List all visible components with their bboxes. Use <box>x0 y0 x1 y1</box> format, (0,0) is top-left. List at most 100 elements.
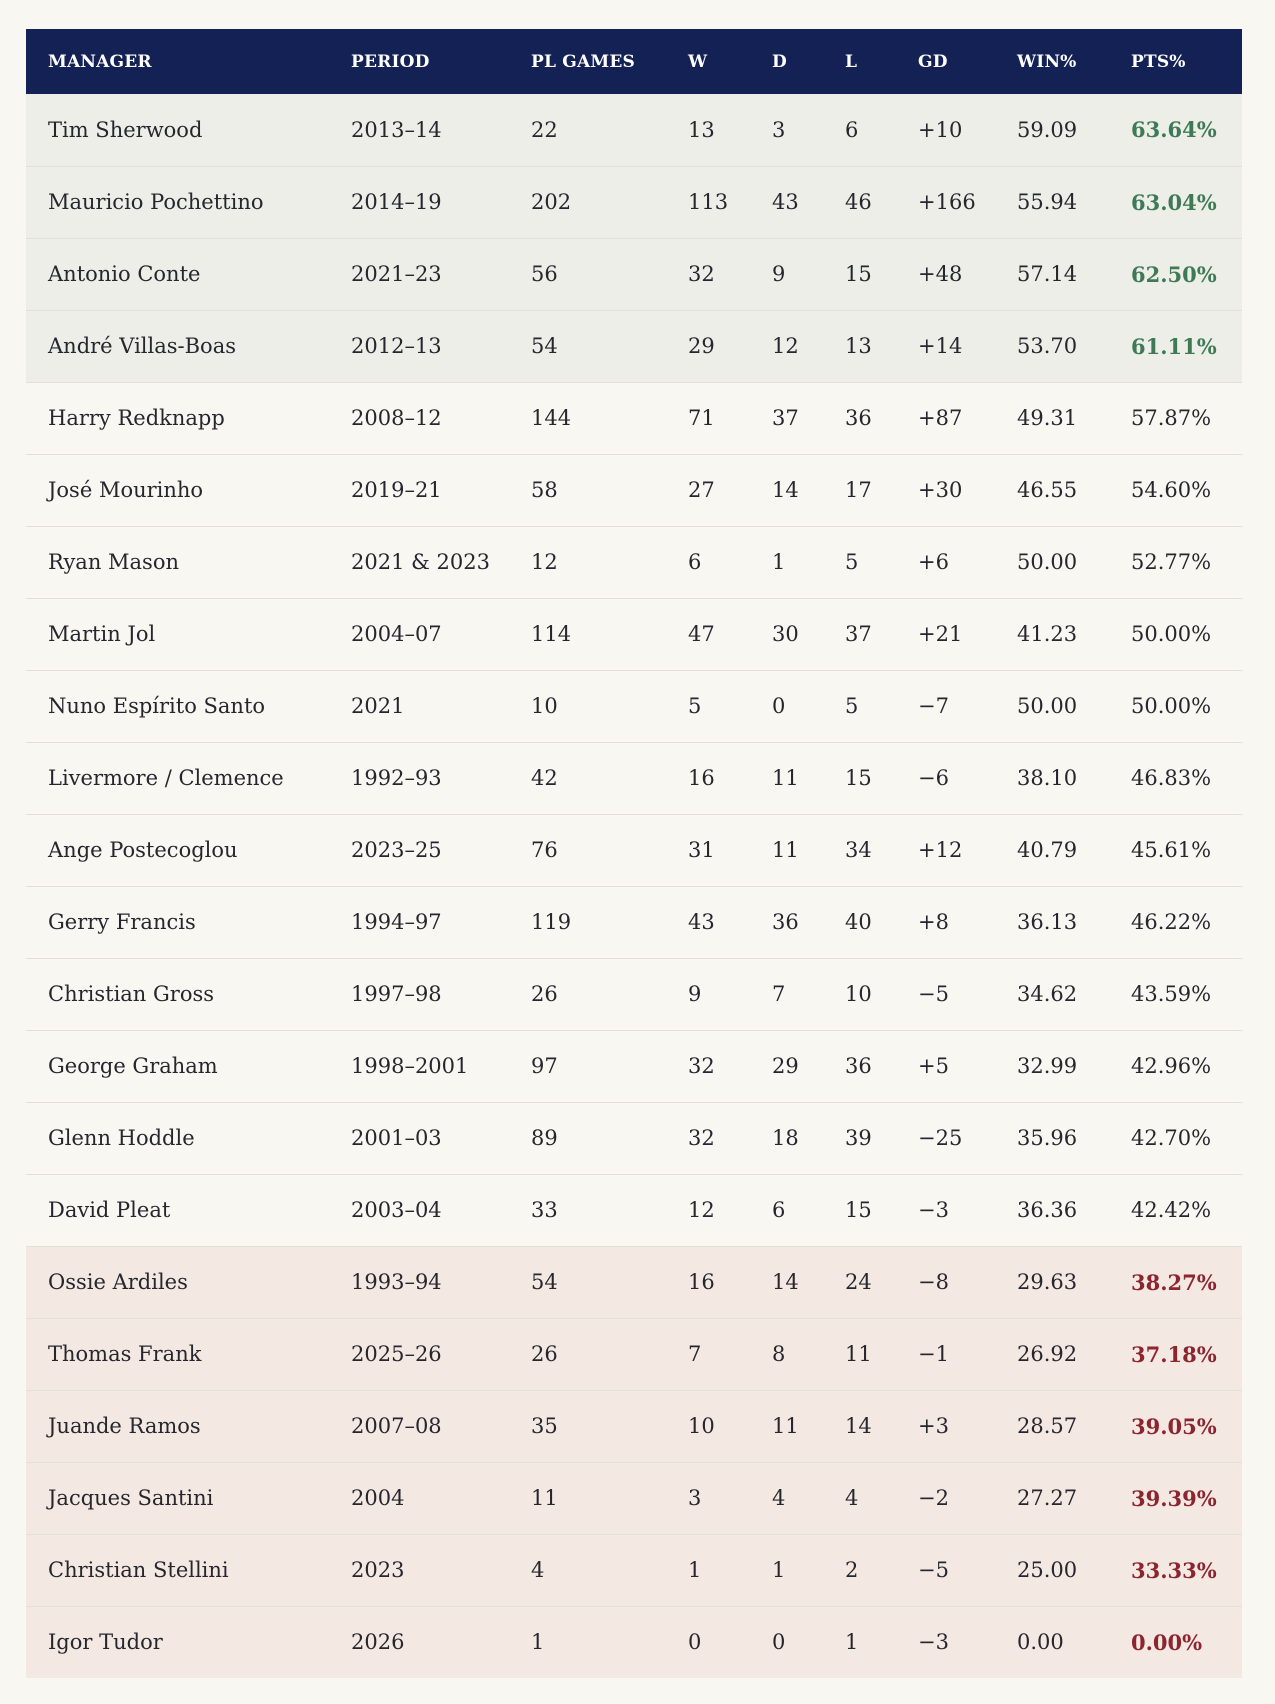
table-row: Ange Postecoglou 2023–25 76 31 11 34 +12 40.79 4… <box>26 814 1242 886</box>
cell-wins: 9 <box>688 982 702 1006</box>
cell-period: 2007–08 <box>351 1414 442 1438</box>
cell-period: 2003–04 <box>351 1198 442 1222</box>
cell-win-percent: 57.14 <box>1017 262 1078 286</box>
cell-losses: 15 <box>845 262 872 286</box>
table-row: Mauricio Pochettino 2014–19 202 113 43 46 +166… <box>26 166 1242 238</box>
cell-goal-difference: +48 <box>918 262 963 286</box>
header-draws: D <box>772 51 787 72</box>
cell-goal-difference: −8 <box>918 1270 949 1294</box>
cell-manager: Glenn Hoddle <box>48 1126 195 1150</box>
cell-pl-games: 33 <box>531 1198 558 1222</box>
cell-losses: 10 <box>845 982 872 1006</box>
cell-points-percent: 50.00% <box>1131 694 1212 718</box>
cell-losses: 15 <box>845 1198 872 1222</box>
cell-pl-games: 42 <box>531 766 558 790</box>
cell-goal-difference: −25 <box>918 1126 963 1150</box>
cell-manager: Harry Redknapp <box>48 406 225 430</box>
cell-wins: 1 <box>688 1558 702 1582</box>
cell-goal-difference: +21 <box>918 622 963 646</box>
cell-period: 2019–21 <box>351 478 442 502</box>
cell-period: 2013–14 <box>351 117 442 142</box>
cell-points-percent: 46.22% <box>1131 910 1212 934</box>
table-header: MANAGER PERIOD PL GAMES W D L GD WIN% PT… <box>26 29 1242 94</box>
cell-wins: 16 <box>688 1270 715 1294</box>
table-row: Christian Stellini 2023 4 1 1 2 −5 25.00 33.33% <box>26 1534 1242 1606</box>
cell-losses: 13 <box>845 334 872 358</box>
cell-pl-games: 35 <box>531 1414 558 1438</box>
cell-losses: 2 <box>845 1558 859 1582</box>
cell-period: 2023–25 <box>351 838 442 862</box>
cell-pl-games: 12 <box>531 550 558 574</box>
cell-manager: Tim Sherwood <box>48 117 203 142</box>
cell-win-percent: 27.27 <box>1017 1486 1078 1510</box>
cell-win-percent: 32.99 <box>1017 1054 1078 1078</box>
cell-losses: 34 <box>845 838 872 862</box>
cell-pl-games: 1 <box>531 1630 545 1655</box>
cell-losses: 39 <box>845 1126 872 1150</box>
cell-points-percent: 46.83% <box>1131 766 1212 790</box>
header-wins: W <box>688 51 708 72</box>
cell-goal-difference: +166 <box>918 190 976 214</box>
cell-losses: 5 <box>845 550 859 574</box>
cell-losses: 17 <box>845 478 872 502</box>
cell-points-percent: 42.42% <box>1131 1198 1212 1222</box>
cell-win-percent: 59.09 <box>1017 117 1078 142</box>
cell-wins: 0 <box>688 1630 702 1655</box>
header-goal-difference: GD <box>918 51 948 72</box>
cell-draws: 0 <box>772 1630 786 1655</box>
cell-pl-games: 22 <box>531 117 558 142</box>
cell-goal-difference: −7 <box>918 694 949 718</box>
cell-draws: 37 <box>772 406 799 430</box>
cell-goal-difference: +10 <box>918 117 963 142</box>
table-row: Harry Redknapp 2008–12 144 71 37 36 +87 49.31 57… <box>26 382 1242 454</box>
cell-wins: 43 <box>688 910 715 934</box>
table-row: Igor Tudor 2026 1 0 0 1 −3 0.00 0.00% <box>26 1606 1242 1678</box>
cell-manager: Ossie Ardiles <box>48 1270 188 1294</box>
table-row: Gerry Francis 1994–97 119 43 36 40 +8 36.13 46.2… <box>26 886 1242 958</box>
cell-losses: 46 <box>845 190 872 214</box>
cell-losses: 37 <box>845 622 872 646</box>
header-pl-games: PL GAMES <box>531 51 636 72</box>
cell-manager: Mauricio Pochettino <box>48 190 264 214</box>
cell-period: 2021 & 2023 <box>351 550 490 574</box>
cell-points-percent: 39.39% <box>1131 1485 1217 1511</box>
cell-period: 2001–03 <box>351 1126 442 1150</box>
table-row: Glenn Hoddle 2001–03 89 32 18 39 −25 35.96 42.70… <box>26 1102 1242 1174</box>
cell-draws: 0 <box>772 694 786 718</box>
cell-manager: Juande Ramos <box>48 1414 201 1438</box>
cell-goal-difference: −5 <box>918 1558 949 1582</box>
table-row: David Pleat 2003–04 33 12 6 15 −3 36.36 42.42% <box>26 1174 1242 1246</box>
cell-period: 2004–07 <box>351 622 442 646</box>
cell-draws: 1 <box>772 550 786 574</box>
cell-draws: 18 <box>772 1126 799 1150</box>
cell-losses: 15 <box>845 766 872 790</box>
cell-period: 2025–26 <box>351 1342 442 1366</box>
cell-points-percent: 63.04% <box>1131 189 1217 215</box>
cell-win-percent: 41.23 <box>1017 622 1078 646</box>
cell-wins: 31 <box>688 838 715 862</box>
cell-win-percent: 38.10 <box>1017 766 1078 790</box>
cell-losses: 1 <box>845 1630 859 1655</box>
table-row: Juande Ramos 2007–08 35 10 11 14 +3 28.57 39.05% <box>26 1390 1242 1462</box>
cell-points-percent: 38.27% <box>1131 1269 1217 1295</box>
cell-win-percent: 49.31 <box>1017 406 1078 430</box>
header-period: PERIOD <box>351 51 430 72</box>
cell-pl-games: 54 <box>531 1270 558 1294</box>
cell-losses: 11 <box>845 1342 872 1366</box>
table-row: Livermore / Clemence 1992–93 42 16 11 15 −6 38.… <box>26 742 1242 814</box>
cell-goal-difference: +6 <box>918 550 949 574</box>
cell-manager: Livermore / Clemence <box>48 766 284 790</box>
cell-wins: 13 <box>688 117 715 142</box>
cell-draws: 43 <box>772 190 799 214</box>
cell-manager: Ryan Mason <box>48 550 179 574</box>
cell-points-percent: 57.87% <box>1131 406 1212 430</box>
cell-pl-games: 58 <box>531 478 558 502</box>
cell-period: 1994–97 <box>351 910 442 934</box>
table-row: Christian Gross 1997–98 26 9 7 10 −5 34.62 43.59… <box>26 958 1242 1030</box>
cell-goal-difference: +30 <box>918 478 963 502</box>
table-row: André Villas-Boas 2012–13 54 29 12 13 +14 53.70… <box>26 310 1242 382</box>
header-win-percent: WIN% <box>1017 51 1077 72</box>
table-row: Ryan Mason 2021 & 2023 12 6 1 5 +6 50.00 52.77% <box>26 526 1242 598</box>
cell-goal-difference: −1 <box>918 1342 949 1366</box>
cell-draws: 36 <box>772 910 799 934</box>
